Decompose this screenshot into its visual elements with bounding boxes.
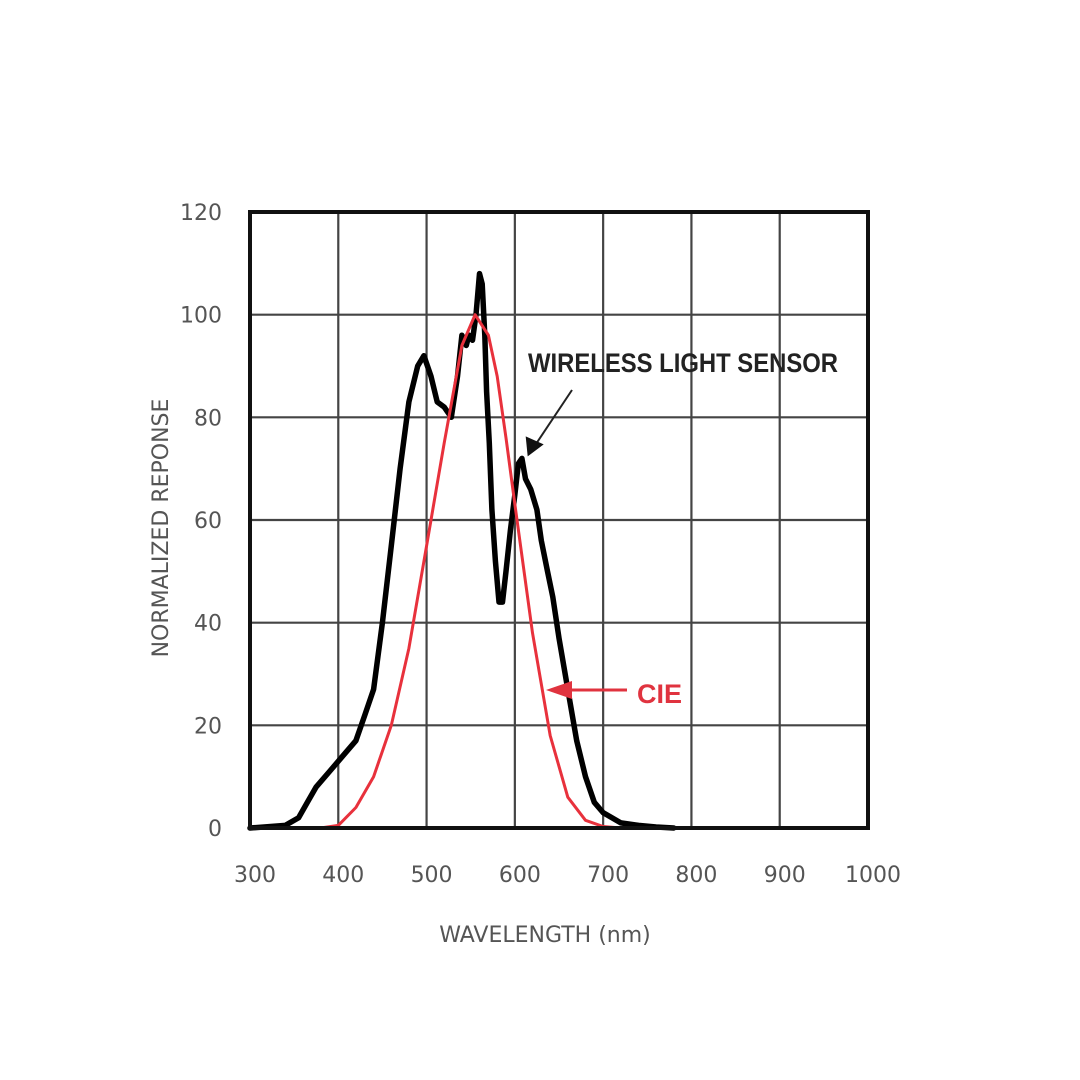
x-tick-label: 300 <box>234 863 276 888</box>
x-tick-label: 1000 <box>845 863 901 888</box>
x-axis-ticks: 300 400 500 600 700 800 900 1000 <box>234 863 901 888</box>
plot-frame <box>248 210 870 830</box>
x-tick-label: 900 <box>764 863 806 888</box>
sensor-arrow-head <box>525 436 544 457</box>
y-axis-label: NORMALIZED REPONSE <box>149 399 174 658</box>
data-series <box>247 270 870 831</box>
y-axis-ticks: 0 20 40 60 80 100 120 <box>180 201 222 842</box>
y-tick-label: 0 <box>208 817 222 842</box>
x-tick-label: 500 <box>411 863 453 888</box>
cie-annotation-label: CIE <box>637 679 682 709</box>
x-tick-label: 700 <box>587 863 629 888</box>
y-tick-label: 80 <box>194 406 222 431</box>
sensor-arrow <box>530 389 573 451</box>
x-tick-label: 400 <box>322 863 364 888</box>
x-tick-label: 800 <box>675 863 717 888</box>
y-tick-label: 40 <box>194 612 222 637</box>
annotations: WIRELESS LIGHT SENSOR CIE <box>525 348 838 709</box>
x-axis-label: WAVELENGTH (nm) <box>439 923 651 948</box>
cie-arrow-head <box>546 681 572 699</box>
y-tick-label: 20 <box>194 714 222 739</box>
y-tick-label: 120 <box>180 201 222 226</box>
y-tick-label: 60 <box>194 509 222 534</box>
sensor-annotation-label: WIRELESS LIGHT SENSOR <box>528 348 838 378</box>
series-line <box>248 313 870 830</box>
x-tick-label: 600 <box>499 863 541 888</box>
series-line <box>247 270 677 831</box>
y-tick-label: 100 <box>180 304 222 329</box>
grid-lines <box>248 210 870 830</box>
